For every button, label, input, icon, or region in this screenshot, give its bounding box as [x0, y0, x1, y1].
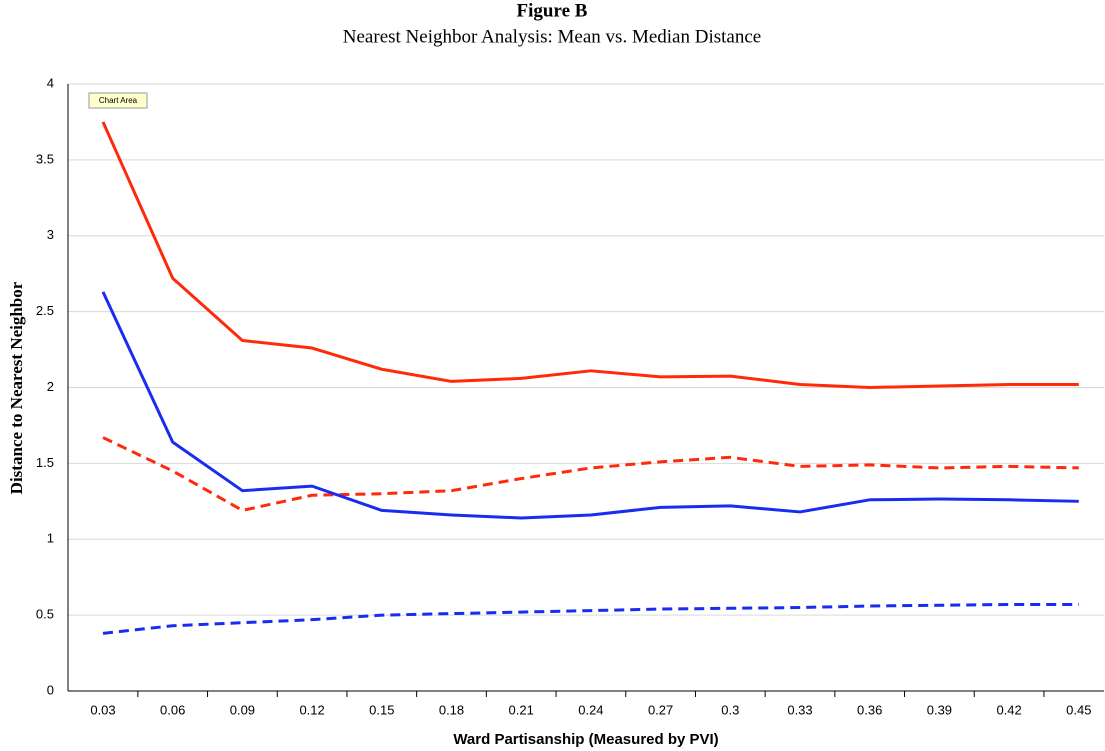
x-tick-label: 0.33 — [787, 702, 812, 717]
x-tick-label: 0.03 — [90, 702, 115, 717]
x-axis-label: Ward Partisanship (Measured by PVI) — [453, 731, 718, 748]
series-line — [101, 121, 1079, 389]
x-tick-label: 0.12 — [299, 702, 324, 717]
chart-subtitle: Nearest Neighbor Analysis: Mean vs. Medi… — [343, 26, 761, 47]
x-tick-label: 0.27 — [648, 702, 673, 717]
tooltip-box — [88, 92, 148, 109]
x-tick-label: 0.06 — [160, 702, 185, 717]
y-tick-label: 4 — [47, 75, 54, 90]
x-tick-label: 0.18 — [439, 702, 464, 717]
x-tick-label: 0.3 — [721, 702, 739, 717]
chart-title: Figure B — [517, 0, 588, 21]
y-tick-label: 2.5 — [36, 303, 54, 318]
x-tick-label: 0.09 — [230, 702, 255, 717]
y-tick-label: 3 — [47, 227, 54, 242]
tooltip: Chart Area — [99, 96, 138, 105]
x-tick-label: 0.15 — [369, 702, 394, 717]
y-tick-label: 0.5 — [36, 607, 54, 622]
y-tick-label: 1 — [47, 531, 54, 546]
series-line — [101, 291, 1079, 520]
y-tick-label: 1.5 — [36, 455, 54, 470]
x-tick-label: 0.21 — [509, 702, 534, 717]
x-tick-label: 0.42 — [996, 702, 1021, 717]
x-tick-label: 0.24 — [578, 702, 603, 717]
series-line — [102, 603, 1079, 635]
plot-area: 0 0.5 1 1.5 2 2.5 3 3.5 4 0.03 0.06 0.09 0.12 0.15 0.1… — [36, 75, 1104, 717]
x-tick-label: 0.39 — [927, 702, 952, 717]
series-line — [102, 436, 1079, 512]
y-tick-label: 3.5 — [36, 151, 54, 166]
y-tick-label: 2 — [47, 379, 54, 394]
x-tick-label: 0.45 — [1066, 702, 1091, 717]
y-axis-label: Distance to Nearest Neighbor — [7, 281, 26, 494]
x-tick-label: 0.36 — [857, 702, 882, 717]
y-tick-label: 0 — [47, 682, 54, 697]
